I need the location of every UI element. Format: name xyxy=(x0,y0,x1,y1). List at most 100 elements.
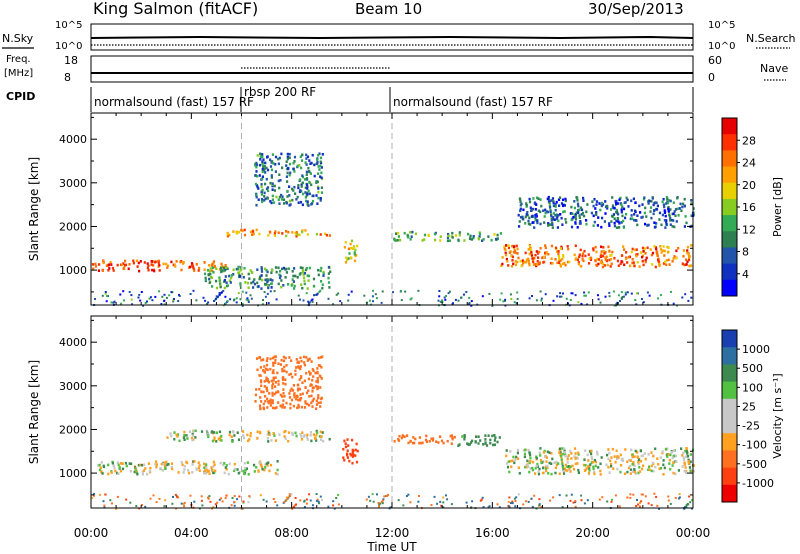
data-cell xyxy=(258,277,261,281)
noise-cell xyxy=(686,503,689,505)
data-cell xyxy=(170,466,173,469)
data-cell xyxy=(610,220,613,223)
noise-cell xyxy=(207,301,210,304)
noise-cell xyxy=(381,499,384,502)
data-cell xyxy=(259,158,262,161)
data-cell xyxy=(634,472,638,475)
data-cell xyxy=(642,464,645,468)
data-cell xyxy=(454,234,457,237)
data-cell xyxy=(577,204,580,208)
data-cell xyxy=(303,363,306,367)
data-cell xyxy=(665,453,668,457)
colorbar-segment xyxy=(722,263,737,281)
data-cell xyxy=(553,218,557,221)
noise-cell xyxy=(445,494,447,497)
data-cell xyxy=(277,401,280,404)
data-cell xyxy=(646,224,649,227)
data-cell xyxy=(649,248,652,251)
data-cell xyxy=(173,263,176,266)
noise-cell xyxy=(443,296,446,299)
data-cell xyxy=(254,182,257,186)
data-cell xyxy=(317,396,320,400)
data-cell xyxy=(600,245,603,249)
data-cell xyxy=(611,206,614,209)
data-cell xyxy=(624,257,628,261)
noise-cell xyxy=(226,300,229,303)
data-cell xyxy=(519,216,523,219)
data-cell xyxy=(596,224,599,227)
data-cell xyxy=(548,201,551,205)
data-cell xyxy=(496,237,499,240)
noise-cell xyxy=(574,501,577,504)
data-cell xyxy=(292,167,295,171)
data-cell xyxy=(546,466,549,469)
noise-cell xyxy=(629,493,632,496)
data-cell xyxy=(528,252,531,256)
noise-cell xyxy=(481,295,484,298)
data-cell xyxy=(560,458,563,462)
data-cell xyxy=(232,268,235,272)
data-cell xyxy=(641,454,644,457)
data-cell xyxy=(566,455,569,459)
noise-cell xyxy=(374,293,377,296)
data-cell xyxy=(319,356,323,359)
data-cell xyxy=(269,278,272,281)
data-cell xyxy=(243,461,246,465)
data-cell xyxy=(294,369,297,373)
data-cell xyxy=(211,262,214,266)
data-cell xyxy=(554,246,558,250)
noise-cell xyxy=(525,500,528,503)
data-cell xyxy=(91,263,95,266)
data-cell xyxy=(308,370,311,374)
data-cell xyxy=(550,472,553,476)
data-cell xyxy=(525,202,528,205)
data-cell xyxy=(165,262,168,266)
data-cell xyxy=(498,436,501,439)
data-cell xyxy=(257,285,260,288)
noise-cell xyxy=(570,493,573,496)
data-cell xyxy=(646,246,649,250)
data-cell xyxy=(266,186,270,189)
data-cell xyxy=(301,266,304,270)
data-cell xyxy=(272,201,276,204)
x-tick-label: 16:00 xyxy=(475,526,510,540)
data-cell xyxy=(282,266,285,270)
data-cell xyxy=(686,454,690,458)
noise-cell xyxy=(315,499,318,502)
freq-unit: [MHz] xyxy=(4,68,33,79)
data-cell xyxy=(274,358,277,362)
data-cell xyxy=(316,377,319,380)
noise-cell xyxy=(230,504,233,507)
data-cell xyxy=(551,222,554,225)
data-cell xyxy=(304,400,307,403)
data-cell xyxy=(307,377,310,381)
data-cell xyxy=(283,435,286,438)
data-cell xyxy=(688,255,691,258)
data-cell xyxy=(147,268,150,272)
data-cell xyxy=(151,268,154,272)
data-cell xyxy=(577,471,580,475)
data-cell xyxy=(228,430,232,434)
data-cell xyxy=(197,466,200,470)
data-cell xyxy=(658,467,661,470)
noise-cell xyxy=(619,300,621,302)
noise-cell xyxy=(672,302,675,305)
data-cell xyxy=(644,457,647,461)
noise-cell xyxy=(687,299,690,302)
data-cell xyxy=(304,386,307,389)
data-cell xyxy=(120,462,123,465)
data-cell xyxy=(671,456,674,460)
data-cell xyxy=(467,232,470,236)
data-cell xyxy=(274,170,277,173)
data-cell xyxy=(280,285,283,289)
noise-cell xyxy=(103,505,106,508)
noise-cell xyxy=(315,493,318,495)
data-cell xyxy=(351,461,354,465)
data-cell xyxy=(256,154,259,157)
data-cell xyxy=(267,400,270,403)
colorbar-tick-label: 28 xyxy=(742,134,756,147)
noise-cell xyxy=(224,497,227,500)
noise-cell xyxy=(659,294,662,297)
noise-cell xyxy=(622,295,625,298)
